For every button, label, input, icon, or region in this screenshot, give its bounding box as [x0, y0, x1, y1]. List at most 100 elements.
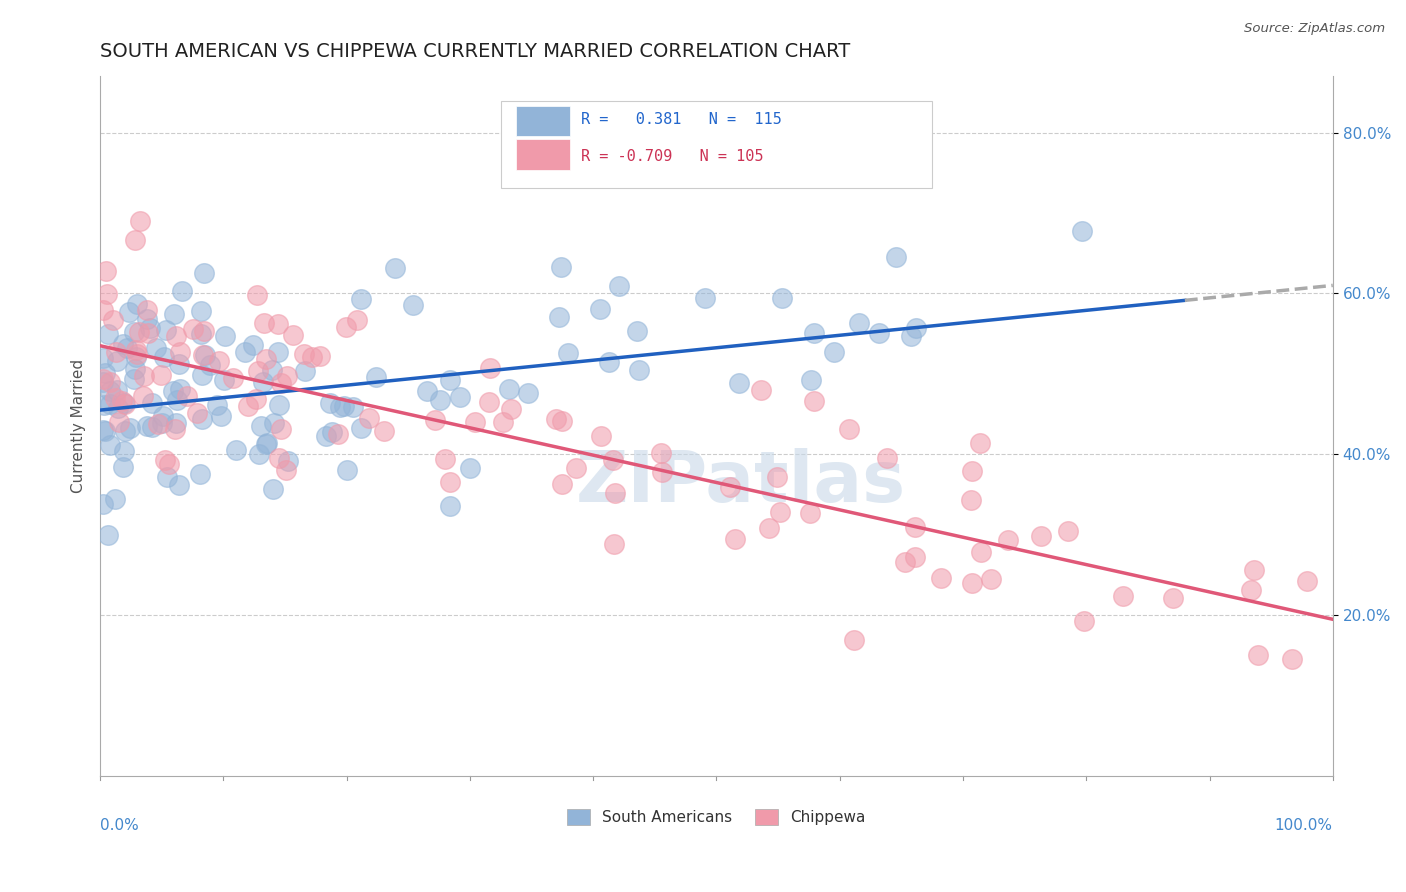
- Text: ZIPatlas: ZIPatlas: [576, 448, 907, 516]
- Point: [135, 312, 157, 326]
- Point: [308, 349, 330, 363]
- Point: [156, 469, 179, 483]
- Point: [242, 338, 264, 352]
- Point: [181, 322, 204, 336]
- Point: [997, 533, 1019, 547]
- Point: [169, 383, 191, 397]
- Point: [274, 463, 297, 477]
- Point: [609, 279, 631, 293]
- Point: [91, 375, 114, 389]
- Point: [107, 415, 129, 429]
- Point: [838, 421, 860, 435]
- Point: [551, 413, 574, 427]
- Point: [294, 364, 316, 378]
- Point: [876, 450, 898, 465]
- Point: [155, 452, 177, 467]
- Point: [209, 409, 232, 424]
- Point: [969, 435, 991, 450]
- Point: [91, 497, 114, 511]
- Text: Source: ZipAtlas.com: Source: ZipAtlas.com: [1244, 22, 1385, 36]
- Point: [169, 344, 191, 359]
- Point: [869, 326, 891, 340]
- Point: [799, 506, 821, 520]
- Point: [548, 310, 571, 325]
- Point: [718, 480, 741, 494]
- Point: [129, 214, 152, 228]
- Point: [1296, 574, 1319, 589]
- Point: [498, 382, 520, 396]
- Point: [101, 313, 124, 327]
- Point: [499, 402, 522, 417]
- Point: [124, 325, 146, 339]
- Point: [315, 429, 337, 443]
- Point: [245, 392, 267, 406]
- Point: [728, 376, 751, 391]
- Point: [190, 304, 212, 318]
- Point: [155, 323, 177, 337]
- Point: [236, 399, 259, 413]
- Point: [1161, 591, 1184, 605]
- Point: [124, 362, 146, 376]
- Point: [191, 368, 214, 382]
- Point: [270, 376, 292, 390]
- Point: [98, 438, 121, 452]
- Point: [125, 343, 148, 358]
- Point: [269, 398, 291, 412]
- Point: [98, 376, 121, 390]
- Point: [162, 384, 184, 399]
- Point: [93, 398, 115, 412]
- Point: [132, 368, 155, 383]
- Point: [111, 459, 134, 474]
- Point: [114, 424, 136, 438]
- Point: [1112, 589, 1135, 603]
- Point: [98, 396, 121, 410]
- Point: [191, 348, 214, 362]
- Point: [153, 350, 176, 364]
- Point: [803, 393, 825, 408]
- Text: R =   0.381   N =  115: R = 0.381 N = 115: [581, 112, 782, 127]
- Point: [141, 396, 163, 410]
- Point: [769, 505, 792, 519]
- Point: [124, 233, 146, 247]
- Point: [114, 397, 136, 411]
- Point: [166, 392, 188, 407]
- Point: [904, 519, 927, 533]
- Point: [188, 467, 211, 481]
- Point: [94, 425, 117, 439]
- Text: SOUTH AMERICAN VS CHIPPEWA CURRENTLY MARRIED CORRELATION CHART: SOUTH AMERICAN VS CHIPPEWA CURRENTLY MAR…: [100, 42, 851, 61]
- FancyBboxPatch shape: [501, 101, 932, 188]
- Point: [758, 521, 780, 535]
- Point: [350, 292, 373, 306]
- Point: [94, 366, 117, 380]
- Point: [627, 363, 650, 377]
- Point: [125, 351, 148, 365]
- Point: [252, 376, 274, 390]
- Point: [167, 478, 190, 492]
- Point: [145, 341, 167, 355]
- Point: [904, 321, 927, 335]
- Y-axis label: Currently Married: Currently Married: [72, 359, 86, 493]
- Point: [198, 359, 221, 373]
- Point: [107, 401, 129, 416]
- Point: [1281, 652, 1303, 666]
- Point: [842, 632, 865, 647]
- Point: [564, 461, 586, 475]
- Point: [148, 417, 170, 431]
- Point: [281, 328, 304, 343]
- Point: [165, 416, 187, 430]
- Point: [799, 373, 821, 387]
- Point: [464, 415, 486, 429]
- Point: [823, 344, 845, 359]
- Point: [970, 545, 993, 559]
- Point: [162, 307, 184, 321]
- Point: [894, 556, 917, 570]
- Point: [139, 320, 162, 334]
- Point: [105, 344, 128, 359]
- Point: [163, 422, 186, 436]
- Point: [749, 383, 772, 397]
- Point: [193, 266, 215, 280]
- Point: [591, 429, 613, 443]
- Point: [301, 350, 323, 364]
- Point: [373, 424, 395, 438]
- Point: [1240, 582, 1263, 597]
